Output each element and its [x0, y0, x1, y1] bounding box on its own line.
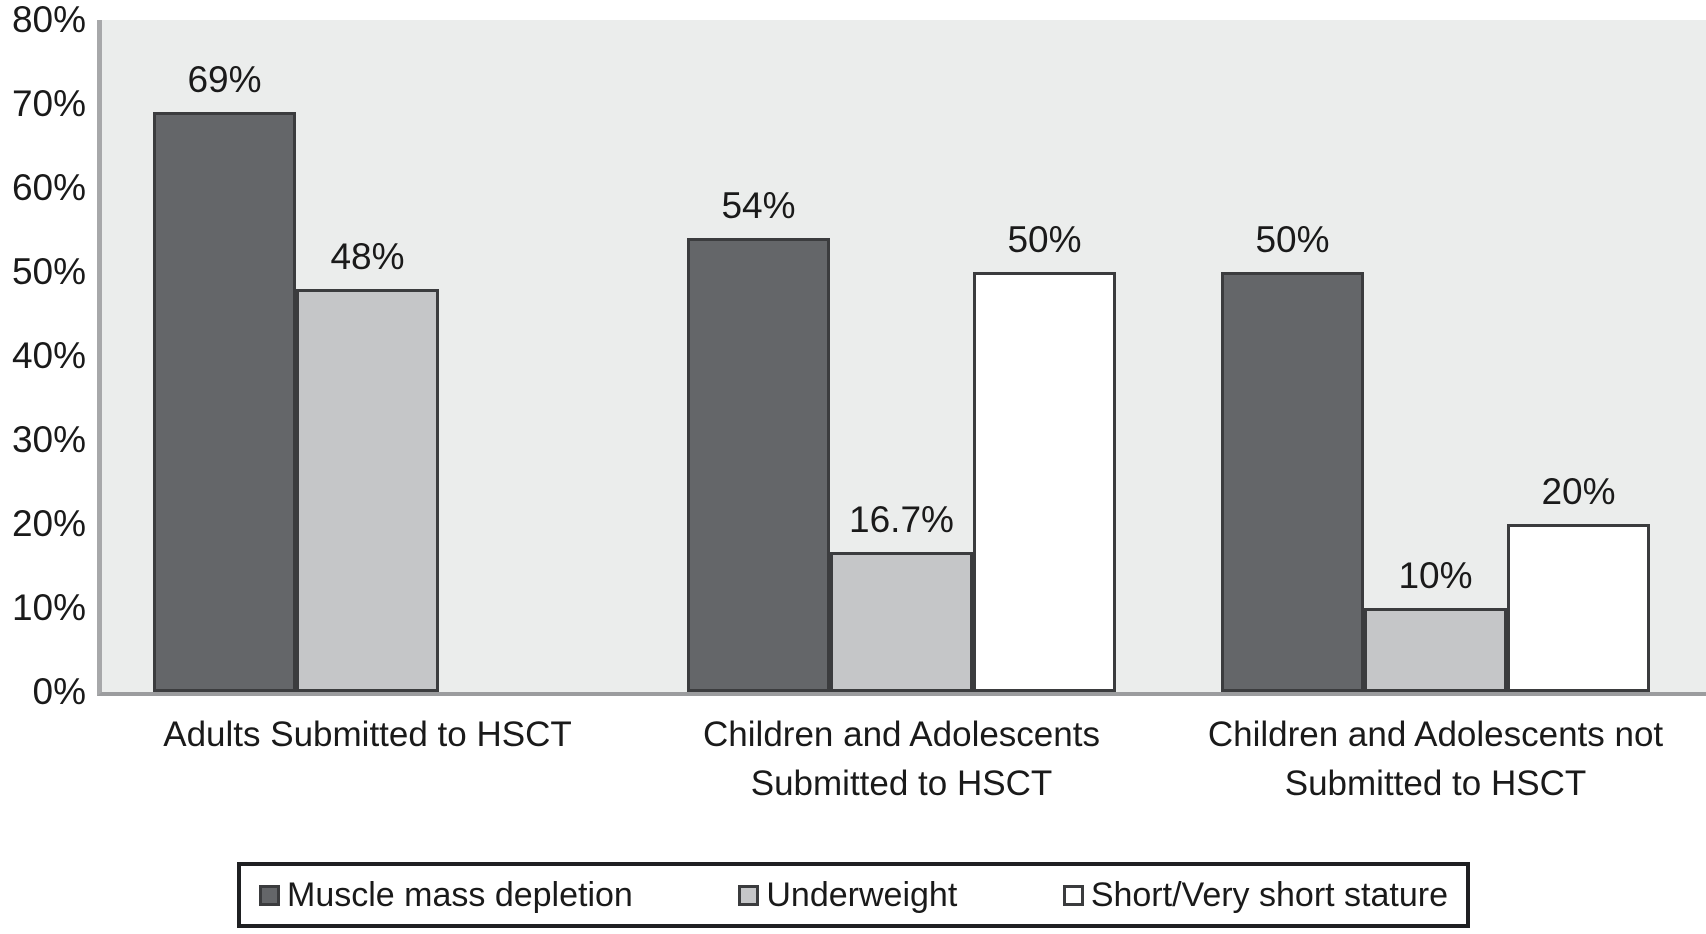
chart-legend: Muscle mass depletion Underweight Short/Ve…: [237, 862, 1470, 928]
bar-value-label: 54%: [721, 185, 796, 227]
y-axis-tick-label: 10%: [11, 587, 86, 628]
bar-value-label: 48%: [330, 235, 405, 277]
y-axis-tick-label: 50%: [11, 251, 86, 292]
y-axis-tick-label: 20%: [11, 503, 86, 544]
legend-swatch-icon: [1062, 884, 1084, 906]
bar: [1364, 608, 1507, 692]
legend-label: Short/Very short stature: [1090, 876, 1448, 914]
bar: [1221, 272, 1364, 692]
x-axis-tick-label: Adults Submitted to HSCT: [68, 710, 668, 759]
bar: [687, 238, 830, 692]
y-axis-tick-label: 30%: [11, 419, 86, 460]
legend-swatch-icon: [738, 884, 760, 906]
legend-item: Underweight: [738, 878, 957, 912]
y-axis-tick-label: 60%: [11, 167, 86, 208]
bar: [830, 551, 973, 692]
bar-value-label: 20%: [1541, 471, 1616, 512]
bar: [1507, 524, 1650, 692]
legend-swatch-icon: [259, 884, 280, 906]
legend-label: Muscle mass depletion: [287, 876, 633, 914]
bar: [153, 112, 296, 692]
bar-value-label: 10%: [1398, 555, 1473, 596]
x-axis-tick-label: Children and Adolescents not Submitted to…: [1136, 710, 1706, 808]
x-axis-tick-label: Children and Adolescents Submitted to HSC…: [602, 710, 1202, 808]
bar-value-label: 16.7%: [849, 498, 954, 540]
y-axis-tick-label: 0%: [32, 671, 86, 712]
y-axis-tick-label: 70%: [11, 83, 86, 124]
legend-item: Short/Very short stature: [1062, 876, 1448, 914]
bar-value-label: 50%: [1007, 219, 1082, 260]
plot-area: 69% 48% 54% 16.7% 50% 50% 10% 20%: [97, 20, 1706, 696]
bar-value-label: 69%: [187, 59, 262, 101]
y-axis-tick-label: 80%: [11, 0, 86, 40]
y-axis-tick-label: 40%: [11, 335, 86, 376]
legend-label: Underweight: [766, 876, 958, 914]
x-axis-tick-label-line: Submitted to HSCT: [1284, 764, 1587, 803]
legend-item: Muscle mass depletion: [259, 878, 633, 912]
bar: [296, 288, 439, 692]
x-axis-tick-label-line: Children and Adolescents not: [1207, 715, 1664, 754]
bar: [973, 272, 1116, 692]
x-axis-tick-label-line: Children and Adolescents: [703, 715, 1100, 754]
bar-value-label: 50%: [1255, 219, 1330, 260]
x-axis-tick-label-line: Adults Submitted to HSCT: [163, 715, 572, 754]
x-axis-tick-label-line: Submitted to HSCT: [750, 764, 1053, 803]
